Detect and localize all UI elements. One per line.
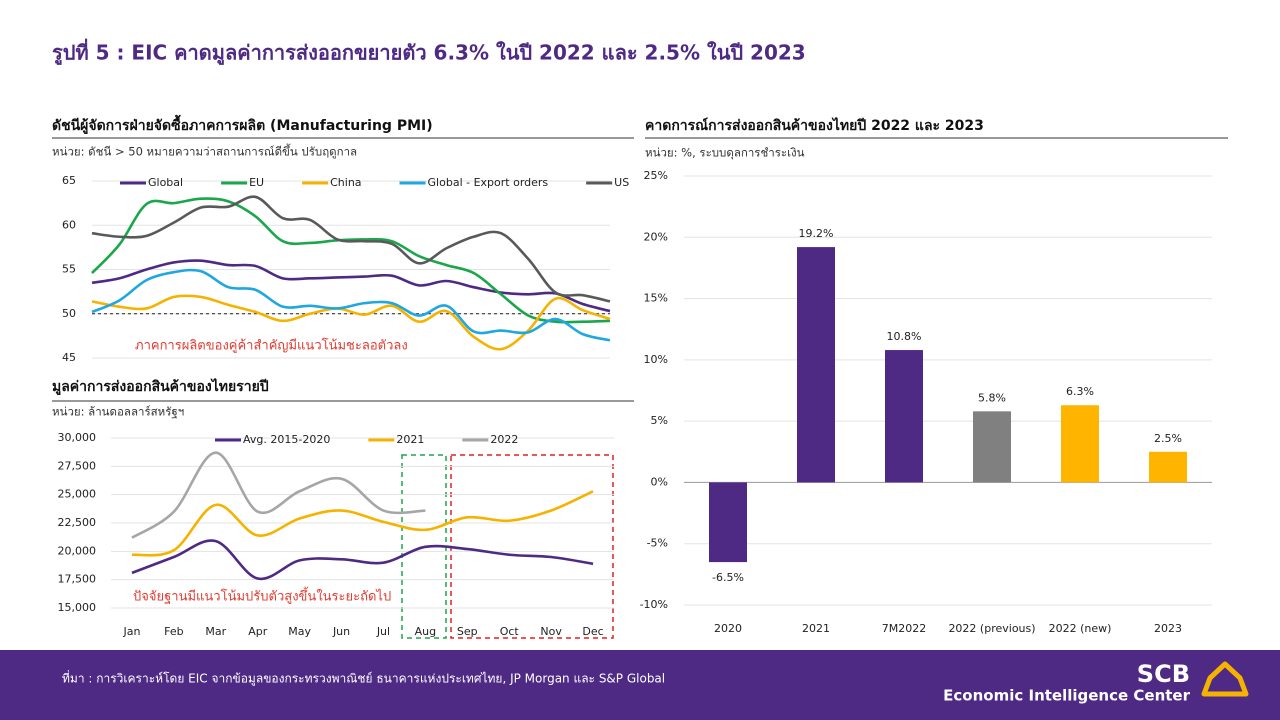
x-tick-label: Nov (540, 625, 562, 638)
bar (973, 411, 1011, 483)
bar (709, 482, 747, 563)
series-line (91, 259, 611, 313)
legend-label: Avg. 2015-2020 (243, 433, 330, 446)
x-tick-label: Jan (122, 625, 140, 638)
annotation: ปัจจัยฐานมีแนวโน้มปรับตัวสูงขึ้นในระยะถั… (133, 587, 391, 605)
logo-subtitle: Economic Intelligence Center (943, 687, 1190, 705)
chart-title: คาดการณ์การส่งออกสินค้าของไทยปี 2022 และ… (645, 116, 984, 134)
x-tick-label: Aug (415, 625, 436, 638)
bar (1149, 451, 1187, 483)
series-line (91, 195, 611, 303)
value-label: 5.8% (978, 391, 1006, 404)
x-tick-label: Jun (332, 625, 350, 638)
legend-label: 2021 (396, 433, 424, 446)
x-tick-label: Dec (582, 625, 603, 638)
y-tick-label: 15% (644, 292, 668, 305)
y-tick-label: -10% (640, 598, 668, 611)
x-tick-label: Jul (376, 625, 390, 638)
chart-subtitle: หน่วย: %, ระบบดุลการชำระเงิน (645, 146, 805, 160)
x-tick-label: Feb (164, 625, 183, 638)
x-tick-label: 2020 (714, 622, 742, 635)
y-tick-label: 5% (651, 414, 668, 427)
y-tick-label: 25,000 (58, 488, 97, 501)
value-label: 2.5% (1154, 432, 1182, 445)
chart-title: มูลค่าการส่งออกสินค้าของไทยรายปี (52, 377, 269, 395)
y-tick-label: 0% (651, 475, 668, 488)
value-label: 6.3% (1066, 385, 1094, 398)
legend-label: Global - Export orders (428, 176, 549, 189)
y-tick-label: 55 (62, 263, 76, 276)
y-tick-label: 65 (62, 174, 76, 187)
y-tick-label: 10% (644, 353, 668, 366)
y-tick-label: 45 (62, 351, 76, 364)
annotation: ภาคการผลิตของคู่ค้าสำคัญมีแนวโน้มชะลอตัว… (135, 338, 408, 354)
highlight-box (450, 454, 614, 639)
x-tick-label: 2023 (1154, 622, 1182, 635)
logo-name: SCB (1137, 660, 1190, 688)
x-tick-label: 2022 (previous) (948, 622, 1035, 635)
y-tick-label: 20,000 (58, 544, 97, 557)
chart-subtitle: หน่วย: ล้านดอลลาร์สหรัฐฯ (52, 405, 184, 419)
bar (885, 350, 923, 483)
x-tick-label: 7M2022 (882, 622, 926, 635)
chart-subtitle: หน่วย: ดัชนี > 50 หมายความว่าสถานการณ์ดี… (52, 144, 357, 159)
logo-icon (1201, 661, 1249, 697)
y-tick-label: 27,500 (58, 459, 97, 472)
footer-band (0, 650, 1280, 720)
legend-label: 2022 (490, 433, 518, 446)
value-label: 10.8% (887, 330, 922, 343)
y-tick-label: 20% (644, 230, 668, 243)
value-label: 19.2% (799, 227, 834, 240)
x-tick-label: Oct (500, 625, 520, 638)
series-line (131, 490, 594, 557)
legend-label: China (330, 176, 361, 189)
y-tick-label: 15,000 (58, 601, 97, 614)
y-tick-label: 60 (62, 218, 76, 231)
series-line (131, 539, 594, 581)
legend-label: EU (249, 176, 264, 189)
x-tick-label: Mar (205, 625, 226, 638)
x-tick-label: 2022 (new) (1049, 622, 1112, 635)
slide-title: รูปที่ 5 : EIC คาดมูลค่าการส่งออกขยายตัว… (52, 38, 806, 67)
y-tick-label: 17,500 (58, 573, 97, 586)
y-tick-label: 50 (62, 307, 76, 320)
x-tick-label: May (288, 625, 311, 638)
series-line (91, 197, 611, 324)
series-line (91, 268, 611, 342)
x-tick-label: Sep (457, 625, 478, 638)
legend-label: Global (148, 176, 183, 189)
x-tick-label: Apr (248, 625, 268, 638)
y-tick-label: 30,000 (58, 431, 97, 444)
value-label: -6.5% (712, 571, 744, 584)
series-line (131, 451, 426, 539)
legend-label: US (614, 176, 629, 189)
bar (797, 247, 835, 483)
y-tick-label: -5% (647, 537, 668, 550)
y-tick-label: 25% (644, 169, 668, 182)
x-tick-label: 2021 (802, 622, 830, 635)
source-note: ที่มา : การวิเคราะห์โดย EIC จากข้อมูลของ… (62, 670, 665, 687)
bar (1061, 405, 1099, 483)
chart-title: ดัชนีผู้จัดการฝ่ายจัดซื้อภาคการผลิต (Man… (52, 114, 433, 134)
y-tick-label: 22,500 (58, 516, 97, 529)
